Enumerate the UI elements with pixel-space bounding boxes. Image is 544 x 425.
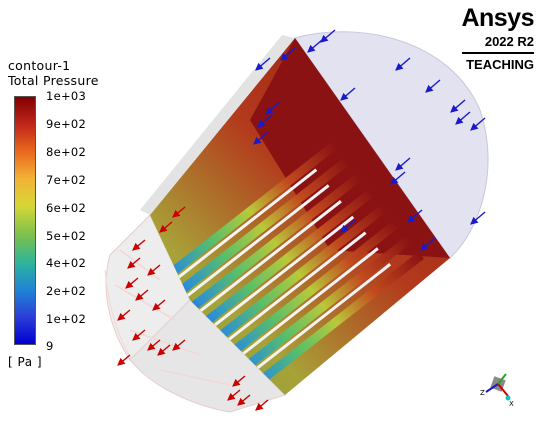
x-axis-label: X: [509, 400, 514, 408]
z-axis-label: Z: [480, 389, 485, 397]
outlet-arrow: [118, 355, 130, 365]
axes-triad[interactable]: Z X: [478, 368, 518, 408]
